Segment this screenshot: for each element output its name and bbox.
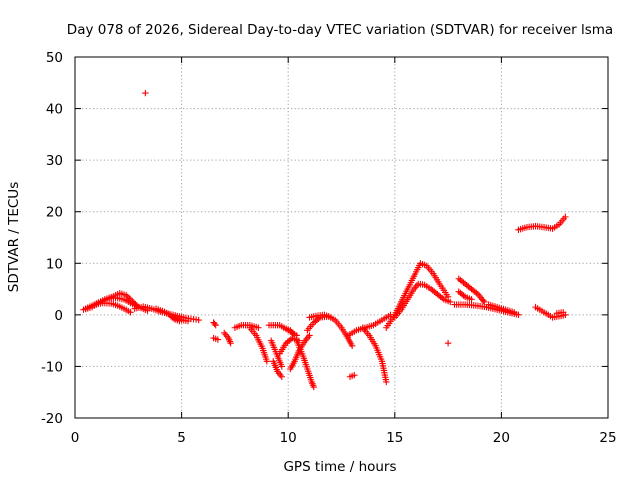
x-tick-label: 20 xyxy=(493,430,510,446)
series-arc-ac xyxy=(451,301,522,319)
y-tick-label: 0 xyxy=(54,308,63,324)
data-point xyxy=(184,317,192,325)
tick-layer: 0 5 10 15 20 25 -20 -10 0 10 20 30 40 50 xyxy=(41,50,617,446)
data-point xyxy=(447,298,454,306)
data-points-layer xyxy=(80,89,569,391)
data-point xyxy=(214,336,222,343)
data-point xyxy=(170,315,177,322)
series-arc-aa xyxy=(455,275,488,306)
data-point xyxy=(310,383,317,391)
series-arc-f xyxy=(167,313,183,325)
series-arc-y xyxy=(391,280,454,321)
series-arc-b xyxy=(82,299,134,316)
data-point xyxy=(227,340,234,347)
series-arc-x xyxy=(383,260,452,331)
data-point xyxy=(278,373,286,380)
series-arc-r xyxy=(293,337,317,391)
data-point xyxy=(176,317,183,325)
x-tick-label: 15 xyxy=(386,430,403,446)
data-point xyxy=(195,316,202,324)
y-tick-label: -20 xyxy=(41,411,63,427)
series-arc-ab xyxy=(455,288,475,303)
series-arc-c xyxy=(93,289,141,309)
y-tick-label: 10 xyxy=(46,256,63,272)
data-point xyxy=(291,332,298,339)
data-point xyxy=(129,298,136,305)
data-point xyxy=(212,321,219,329)
series-arc-p xyxy=(280,324,298,339)
series-arc-w xyxy=(359,324,390,386)
series-arc-ag xyxy=(553,309,567,317)
x-tick-label: 10 xyxy=(280,430,297,446)
series-arc-z xyxy=(444,340,452,347)
series-arc-i xyxy=(221,329,234,347)
y-tick-label: 20 xyxy=(46,205,63,221)
data-point xyxy=(480,297,487,304)
series-arc-ah xyxy=(142,89,149,97)
series-arc-u xyxy=(346,371,358,380)
data-point xyxy=(306,332,313,339)
data-point xyxy=(130,299,138,307)
x-tick-label: 0 xyxy=(71,430,80,446)
series-arc-ad xyxy=(485,301,518,316)
series-arc-ae xyxy=(515,213,569,233)
data-point xyxy=(348,342,356,349)
data-point xyxy=(142,89,149,97)
data-point xyxy=(383,378,390,386)
data-point xyxy=(444,340,452,347)
x-axis-label: GPS time / hours xyxy=(283,459,396,475)
x-tick-label: 5 xyxy=(177,430,186,446)
series-arc-t xyxy=(306,311,335,321)
data-point xyxy=(327,314,335,321)
data-point xyxy=(211,320,218,328)
y-tick-label: -10 xyxy=(41,359,63,375)
grid-layer xyxy=(75,57,608,418)
data-point xyxy=(278,363,286,370)
data-point xyxy=(562,213,569,221)
data-point xyxy=(560,309,567,316)
series-arc-k xyxy=(246,324,271,365)
chart-title: Day 078 of 2026, Sidereal Day-to-day VTE… xyxy=(67,22,613,38)
series-arc-m xyxy=(267,337,286,370)
data-point xyxy=(510,309,518,316)
plot-frame xyxy=(74,56,609,419)
data-point xyxy=(127,309,134,316)
series-arc-h xyxy=(210,334,222,343)
data-point xyxy=(351,371,358,379)
data-point xyxy=(132,300,139,308)
data-point xyxy=(263,358,271,365)
y-tick-label: 30 xyxy=(46,153,63,169)
series-arc-g xyxy=(210,319,219,329)
series-arc-n xyxy=(270,358,286,380)
data-point xyxy=(515,311,522,319)
y-tick-label: 50 xyxy=(46,50,63,66)
y-axis-label: SDTVAR / TECUs xyxy=(6,182,22,292)
x-tick-label: 25 xyxy=(599,430,616,446)
series-arc-j xyxy=(231,321,262,331)
data-point xyxy=(468,296,475,303)
y-tick-label: 40 xyxy=(46,102,63,118)
data-point xyxy=(255,324,262,331)
